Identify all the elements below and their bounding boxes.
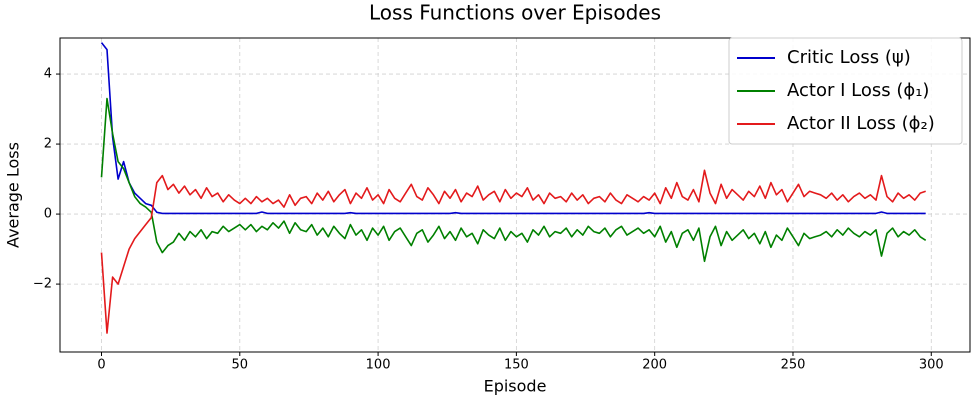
x-tick-label: 200: [642, 358, 667, 373]
y-tick-label: 0: [44, 207, 52, 222]
x-tick-label: 0: [97, 358, 105, 373]
x-axis-label: Episode: [484, 377, 547, 396]
series-line: [100, 97, 927, 263]
legend-label: Actor I Loss (ϕ₁): [787, 80, 929, 101]
chart-title: Loss Functions over Episodes: [369, 1, 661, 25]
x-tick-label: 150: [504, 358, 529, 373]
plot-frame: [59, 37, 971, 353]
legend-label: Actor II Loss (ϕ₂): [787, 113, 935, 134]
legend-box: [728, 37, 963, 145]
legend-label: Critic Loss (ψ): [787, 47, 911, 68]
series-line: [100, 169, 926, 334]
x-tick-label: 300: [919, 358, 944, 373]
y-tick-label: 2: [44, 137, 52, 152]
y-tick-label: 4: [44, 67, 52, 82]
y-tick-label: −2: [33, 277, 52, 292]
x-tick-label: 100: [366, 358, 391, 373]
x-tick-label: 250: [781, 358, 806, 373]
x-tick-label: 50: [232, 358, 249, 373]
y-axis-label: Average Loss: [4, 142, 23, 248]
series-line: [100, 42, 926, 215]
